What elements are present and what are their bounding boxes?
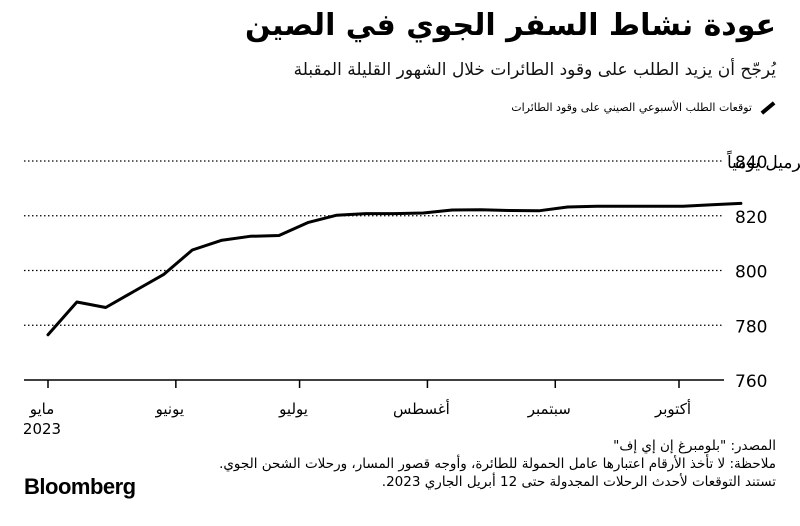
x-tick-label: مايو xyxy=(29,400,55,418)
y-tick-label: 760 xyxy=(735,372,767,392)
chart-title: عودة نشاط السفر الجوي في الصين xyxy=(245,8,776,43)
disclaimer-note: ملاحظة: لا تأخذ الأرقام اعتبارها عامل ال… xyxy=(219,456,776,472)
source-note: المصدر: "بلومبرغ إن إي إف" xyxy=(613,438,776,454)
bloomberg-logo: Bloomberg xyxy=(24,474,136,499)
footer-notes: المصدر: "بلومبرغ إن إي إف" ملاحظة: لا تأ… xyxy=(219,437,776,491)
x-tick-label: سبتمبر xyxy=(527,400,571,418)
x-tick-label: يوليو xyxy=(278,400,308,418)
y-tick-label: 800 xyxy=(735,263,767,283)
legend: توقعات الطلب الأسبوعي الصيني على وقود ال… xyxy=(511,100,776,115)
y-unit-label: ألف برميل يومياً xyxy=(726,149,800,173)
y-tick-label: 840 xyxy=(735,153,767,173)
y-tick-label: 820 xyxy=(735,208,767,228)
legend-label: توقعات الطلب الأسبوعي الصيني على وقود ال… xyxy=(511,101,752,114)
chart-subtitle: يُرجّح أن يزيد الطلب على وقود الطائرات خ… xyxy=(293,60,776,80)
y-tick-label: 780 xyxy=(735,317,767,337)
line-chart: 760 780 800 820 840ألف برميل يومياً مايو 2023 ي… xyxy=(23,149,800,438)
x-tick-label: أكتوبر xyxy=(654,399,691,418)
x-tick-sublabel: 2023 xyxy=(23,420,61,438)
x-tick-label: أغسطس xyxy=(393,399,450,418)
x-tick-label: يونيو xyxy=(155,400,184,418)
series-line xyxy=(46,201,743,337)
forecast-basis-note: تستند التوقعات لأحدث الرحلات المجدولة حت… xyxy=(381,474,776,490)
